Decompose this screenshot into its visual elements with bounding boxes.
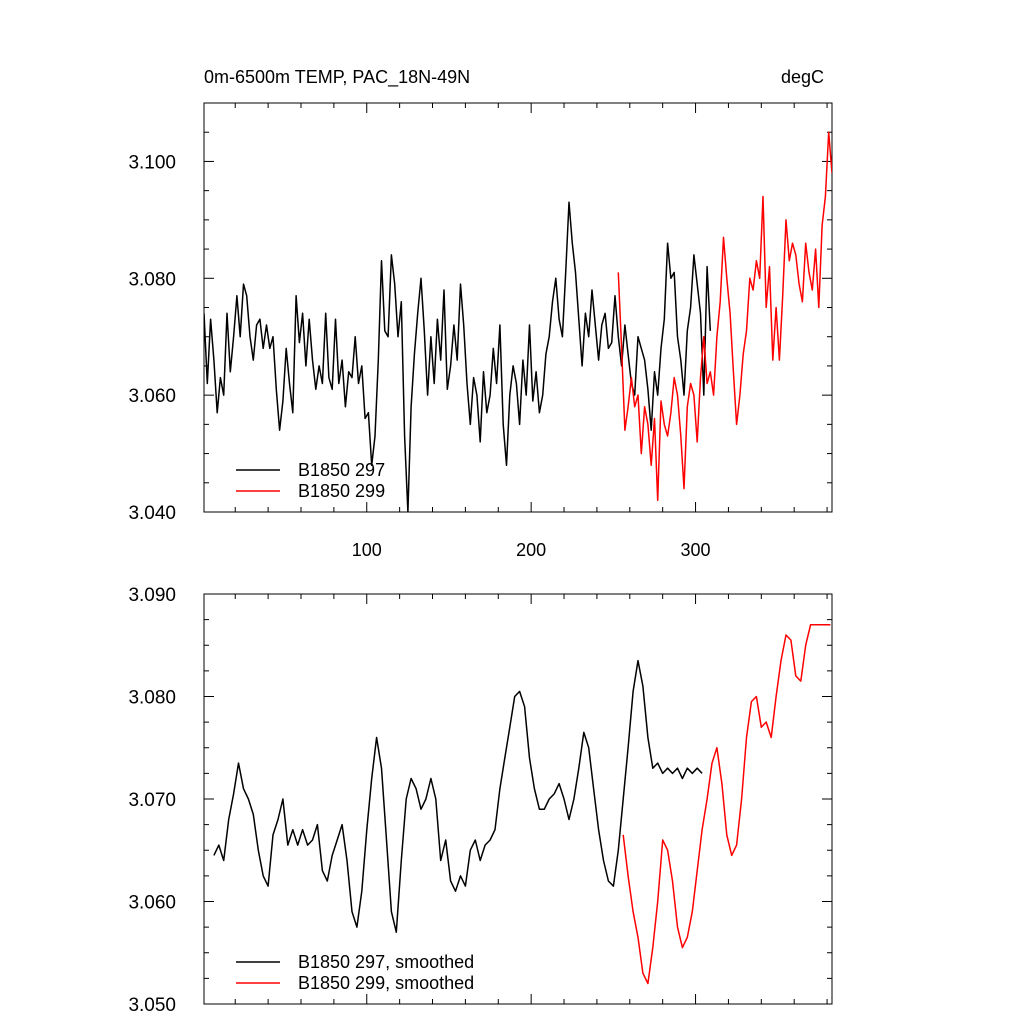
plot-frame (203, 102, 833, 513)
series-line-black (213, 659, 703, 933)
legend-label: B1850 297, smoothed (298, 952, 474, 972)
legend-label: B1850 299, smoothed (298, 973, 474, 993)
x-tick-label: 200 (516, 540, 546, 560)
y-tick-label: 3.060 (128, 893, 176, 914)
plot-frame (203, 593, 833, 1005)
y-tick-label: 3.080 (128, 688, 176, 709)
series-line-black (204, 201, 712, 512)
y-tick-label: 3.100 (128, 152, 176, 173)
y-tick-label: 3.070 (128, 790, 176, 811)
chart-title: 0m-6500m TEMP, PAC_18N-49N (204, 67, 470, 88)
units-label: degC (781, 67, 824, 87)
y-tick-label: 3.090 (128, 585, 176, 606)
x-tick-label: 100 (352, 540, 382, 560)
series-line-red (617, 131, 832, 502)
y-tick-label: 3.050 (128, 995, 176, 1016)
legend-label: B1850 297 (298, 460, 385, 480)
y-tick-label: 3.060 (128, 386, 176, 407)
series-line-red (622, 623, 831, 985)
bottom-panel: 3.050 3.060 3.070 3.080 3.090 B1850 297, smoo… (128, 585, 833, 1016)
x-tick-label: 300 (681, 540, 711, 560)
y-tick-label: 3.040 (128, 503, 176, 524)
y-tick-label: 3.080 (128, 269, 176, 290)
legend-label: B1850 299 (298, 481, 385, 501)
top-panel: 100 200 300 3.040 3.060 3.080 3.100 0m-6500m TE… (128, 67, 833, 560)
